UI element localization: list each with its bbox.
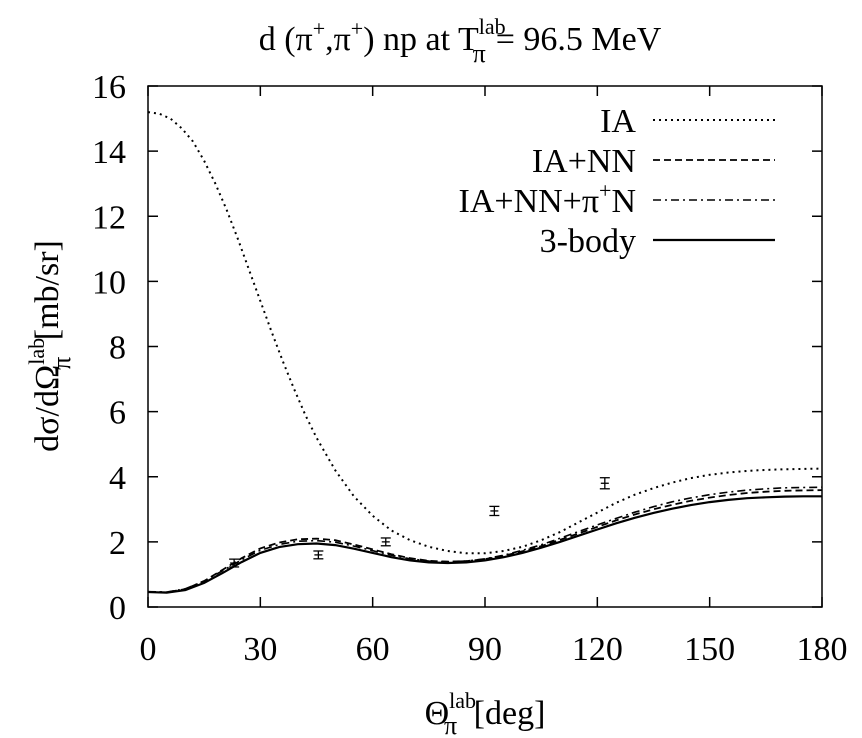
y-tick-label: 12 [92, 199, 126, 236]
y-tick-label: 0 [109, 590, 126, 627]
legend-item-1: IA [600, 103, 775, 140]
x-axis-ticks: 0 30 60 90 120 150 180 [140, 86, 848, 668]
legend-label: IA [600, 103, 636, 140]
y-tick-label: 2 [109, 525, 126, 562]
experimental-data [229, 477, 610, 568]
data-point [313, 550, 324, 560]
legend-label: 3-body [540, 223, 636, 260]
series-line-2 [147, 489, 823, 594]
legend-label: IA+NN [532, 143, 636, 180]
legend-item-3: IA+NN+π+N [459, 178, 775, 220]
series-line-4 [147, 495, 822, 594]
y-tick-label: 16 [92, 69, 126, 106]
chart-title: d (π+,π+) np at Tlab π = 96.5 MeV [259, 14, 662, 68]
y-tick-label: 6 [109, 395, 126, 432]
series-line-1 [147, 111, 823, 555]
y-tick-label: 4 [109, 460, 126, 497]
data-point [599, 477, 610, 490]
x-tick-label: 90 [468, 631, 502, 668]
y-tick-label: 14 [92, 134, 126, 171]
data-point [229, 558, 240, 568]
series-curves [147, 111, 823, 594]
legend-item-4: 3-body [540, 223, 775, 260]
data-point [489, 505, 500, 517]
legend-label: IA+NN+π+N [459, 178, 636, 220]
x-tick-label: 0 [140, 631, 157, 668]
series-line-3 [147, 486, 823, 593]
y-tick-label: 8 [109, 330, 126, 367]
x-tick-label: 180 [797, 631, 848, 668]
y-tick-label: 10 [92, 264, 126, 301]
y-axis-label: dσ/dΩlabπ [mb/sr] [24, 240, 76, 452]
x-tick-label: 30 [243, 631, 277, 668]
x-tick-label: 150 [684, 631, 735, 668]
data-point [380, 537, 391, 547]
y-axis-ticks: 0 2 4 6 8 10 12 14 16 [92, 69, 822, 627]
legend-item-2: IA+NN [532, 143, 775, 180]
x-tick-label: 120 [572, 631, 623, 668]
x-tick-label: 60 [356, 631, 390, 668]
x-axis-label: Θlab π [deg] [425, 688, 546, 738]
plot-frame [147, 85, 823, 608]
